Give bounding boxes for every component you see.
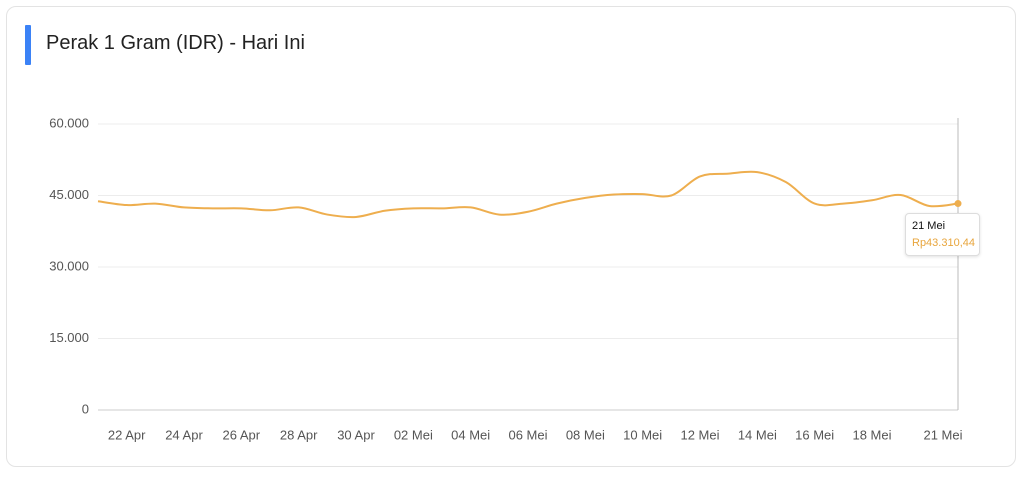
x-tick-label: 18 Mei — [852, 427, 891, 442]
x-tick-label: 12 Mei — [680, 427, 719, 442]
x-tick-label: 22 Apr — [108, 427, 146, 442]
title-accent — [25, 25, 31, 65]
x-tick-label: 26 Apr — [223, 427, 261, 442]
chart-title: Perak 1 Gram (IDR) - Hari Ini — [46, 32, 305, 54]
y-tick-label: 15.000 — [49, 330, 89, 345]
line — [97, 170, 959, 219]
y-tick-label: 30.000 — [49, 258, 89, 273]
x-tick-label: 10 Mei — [623, 427, 662, 442]
x-tick-label: 21 Mei — [923, 427, 962, 442]
chart-card — [6, 6, 1016, 467]
tooltip-date: 21 Mei — [912, 220, 946, 232]
x-tick-label: 24 Apr — [165, 427, 203, 442]
x-tick-label: 08 Mei — [566, 427, 605, 442]
x-tick-label: 06 Mei — [508, 427, 547, 442]
tooltip-value: Rp43.310,44 — [912, 237, 975, 249]
y-tick-label: 0 — [82, 401, 89, 416]
x-tick-label: 30 Apr — [337, 427, 375, 442]
tooltip: 21 Mei Rp43.310,44 — [905, 213, 980, 256]
x-tick-label: 04 Mei — [451, 427, 490, 442]
hover-point — [954, 200, 962, 208]
x-tick-label: 16 Mei — [795, 427, 834, 442]
x-tick-label: 28 Apr — [280, 427, 318, 442]
x-tick-label: 02 Mei — [394, 427, 433, 442]
y-tick-label: 45.000 — [49, 187, 89, 202]
x-tick-label: 14 Mei — [738, 427, 777, 442]
y-tick-label: 60.000 — [49, 115, 89, 130]
